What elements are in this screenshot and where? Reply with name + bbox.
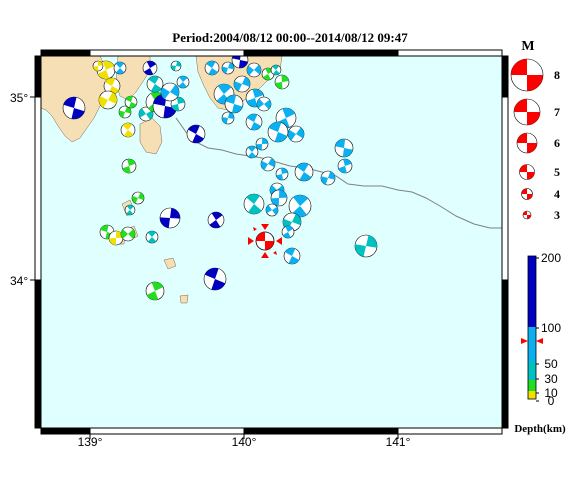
beachball-icon[interactable] bbox=[245, 113, 263, 131]
magnitude-legend-label: 8 bbox=[554, 68, 560, 82]
beachball-icon[interactable] bbox=[243, 193, 265, 215]
beachball-icon[interactable] bbox=[334, 138, 354, 158]
magnitude-legend-item: 8 bbox=[510, 58, 560, 92]
magnitude-legend-label: 6 bbox=[554, 136, 560, 150]
beachball-icon[interactable] bbox=[203, 267, 227, 291]
beachball-icon[interactable] bbox=[221, 61, 235, 75]
beachball-icon[interactable] bbox=[145, 281, 165, 301]
beachball-icon[interactable] bbox=[245, 145, 259, 159]
depth-tick-label: 0 bbox=[548, 394, 555, 408]
beachball-icon[interactable] bbox=[256, 96, 272, 112]
island-5 bbox=[179, 294, 189, 304]
beachball-icon[interactable] bbox=[265, 203, 279, 217]
beachball-icon[interactable] bbox=[246, 62, 262, 78]
beachball-icon[interactable] bbox=[103, 77, 121, 95]
depth-tick-label: 100 bbox=[541, 321, 561, 335]
depth-tick-label: 30 bbox=[544, 372, 558, 386]
island-4 bbox=[163, 257, 177, 270]
beachball-icon[interactable] bbox=[120, 226, 136, 242]
beachball-icon[interactable] bbox=[170, 96, 186, 112]
beachball-icon[interactable] bbox=[274, 74, 290, 90]
beachball-icon[interactable] bbox=[283, 247, 301, 265]
depth-scale-label: Depth(km) bbox=[514, 423, 566, 435]
beachball-icon[interactable] bbox=[146, 75, 164, 93]
beachball-icon[interactable] bbox=[120, 122, 136, 138]
beachball-icon[interactable] bbox=[204, 60, 220, 76]
beachball-icon[interactable] bbox=[260, 156, 276, 172]
earthquake-events bbox=[62, 52, 378, 301]
magnitude-legend-label: 7 bbox=[554, 105, 560, 119]
magnitude-legend-label: 5 bbox=[554, 165, 560, 179]
depth-color-band bbox=[528, 391, 536, 399]
beachball-icon[interactable] bbox=[145, 230, 159, 244]
beachball-icon[interactable] bbox=[320, 170, 336, 186]
lat-tick-34: 34° bbox=[10, 274, 28, 288]
magnitude-legend-item: 7 bbox=[513, 98, 560, 126]
magnitude-legend: 8 7 6 5 4 3 bbox=[510, 58, 560, 222]
map-frame bbox=[30, 49, 509, 439]
depth-tick-label: 10 bbox=[544, 386, 558, 400]
beachball-icon[interactable] bbox=[142, 60, 158, 76]
beachball-icon[interactable] bbox=[354, 234, 378, 258]
main-event-marker[interactable] bbox=[248, 224, 282, 258]
lon-tick-139: 139° bbox=[78, 435, 103, 449]
beachball-icon[interactable] bbox=[160, 82, 180, 102]
depth-color-band bbox=[528, 362, 536, 380]
magnitude-legend-label: 3 bbox=[554, 208, 560, 222]
beachball-icon[interactable] bbox=[207, 211, 225, 229]
beachball-icon[interactable] bbox=[221, 111, 235, 125]
beachball-icon[interactable] bbox=[124, 204, 136, 216]
beachball-icon[interactable] bbox=[231, 52, 249, 69]
beachball-icon[interactable] bbox=[113, 61, 127, 75]
depth-color-band bbox=[528, 380, 536, 391]
lat-tick-35: 35° bbox=[10, 91, 28, 105]
beachball-icon[interactable] bbox=[159, 207, 181, 229]
beachball-icon[interactable] bbox=[92, 60, 104, 72]
depth-color-band bbox=[528, 327, 536, 362]
beachball-icon[interactable] bbox=[267, 121, 289, 143]
beachball-icon[interactable] bbox=[176, 75, 190, 89]
beachball-icon[interactable] bbox=[170, 60, 182, 72]
beachball-icon[interactable] bbox=[124, 95, 138, 109]
beachball-icon[interactable] bbox=[131, 191, 145, 205]
magnitude-legend-label: 4 bbox=[554, 187, 560, 201]
beachball-icon[interactable] bbox=[186, 124, 206, 144]
beachball-icon[interactable] bbox=[337, 158, 353, 174]
depth-color-band bbox=[528, 256, 536, 327]
map-title: Period:2004/08/12 00:00--2014/08/12 09:4… bbox=[172, 30, 408, 45]
beachball-icon[interactable] bbox=[270, 189, 288, 207]
magnitude-legend-item: 4 bbox=[521, 187, 560, 201]
beachball-icon[interactable] bbox=[98, 90, 118, 110]
oshima-land bbox=[139, 117, 163, 155]
beachball-icon[interactable] bbox=[62, 96, 86, 120]
lon-tick-141: 141° bbox=[386, 435, 411, 449]
beachball-icon[interactable] bbox=[294, 162, 314, 182]
depth-marker-icon bbox=[521, 338, 528, 344]
depth-tick-label: 50 bbox=[544, 357, 558, 371]
beachball-icon[interactable] bbox=[118, 105, 132, 119]
magnitude-legend-item: 3 bbox=[522, 208, 560, 222]
beachball-icon[interactable] bbox=[245, 88, 265, 108]
magnitude-legend-item: 6 bbox=[516, 132, 560, 154]
beachball-icon[interactable] bbox=[275, 167, 289, 181]
beachball-icon[interactable] bbox=[281, 225, 295, 239]
magnitude-legend-item: 5 bbox=[519, 164, 560, 180]
beachball-icon[interactable] bbox=[270, 64, 282, 76]
beachball-icon[interactable] bbox=[233, 75, 251, 93]
magnitude-legend-heading: M bbox=[521, 39, 534, 54]
depth-marker-icon bbox=[536, 338, 543, 344]
beachball-icon[interactable] bbox=[138, 106, 154, 122]
depth-tick-label: 200 bbox=[541, 251, 561, 265]
beachball-icon[interactable] bbox=[224, 94, 244, 114]
beachball-icon[interactable] bbox=[121, 158, 137, 174]
lon-tick-140: 140° bbox=[232, 435, 257, 449]
beachball-icon[interactable] bbox=[287, 125, 305, 143]
beachball-icon[interactable] bbox=[255, 137, 269, 151]
